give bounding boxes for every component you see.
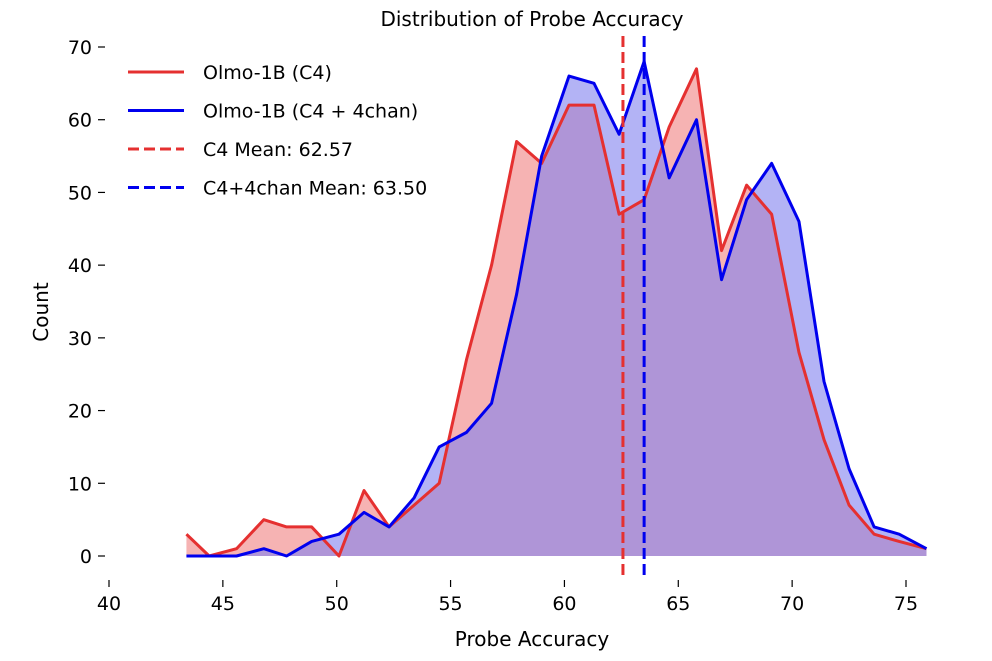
axes: 40 45 50 55 60 65 70 75 0 10 20 30 40 50 60 70: [68, 37, 918, 615]
y-tick-label-0: 0: [80, 546, 92, 568]
legend-label-0: Olmo-1B (C4): [203, 62, 332, 84]
y-tick-label-7: 70: [68, 37, 92, 59]
x-tick-label-1: 45: [211, 593, 235, 615]
y-tick-label-5: 50: [68, 182, 92, 204]
legend-label-3: C4+4chan Mean: 63.50: [203, 178, 427, 200]
y-tick-label-4: 40: [68, 255, 92, 277]
y-tick-label-3: 30: [68, 328, 92, 350]
series-area-1: [186, 61, 927, 557]
x-tick-label-6: 70: [780, 593, 804, 615]
y-tick-label-6: 60: [68, 110, 92, 132]
x-tick-label-3: 55: [438, 593, 462, 615]
y-axis-label: Count: [29, 282, 53, 342]
x-tick-label-4: 60: [552, 593, 576, 615]
x-axis-label: Probe Accuracy: [455, 627, 610, 651]
plot-area: [185, 36, 928, 580]
y-tick-label-1: 10: [68, 473, 92, 495]
chart-title: Distribution of Probe Accuracy: [380, 7, 683, 31]
legend-label-2: C4 Mean: 62.57: [203, 139, 353, 161]
x-tick-label-0: 40: [97, 593, 121, 615]
y-tick-label-2: 20: [68, 401, 92, 423]
legend-label-1: Olmo-1B (C4 + 4chan): [203, 101, 418, 123]
x-tick-label-5: 65: [666, 593, 690, 615]
series-line-0: [185, 67, 927, 558]
x-tick-label-7: 75: [894, 593, 918, 615]
legend: Olmo-1B (C4) Olmo-1B (C4 + 4chan) C4 Mean:…: [128, 62, 427, 200]
series-line-1: [186, 60, 928, 558]
x-tick-label-2: 50: [325, 593, 349, 615]
